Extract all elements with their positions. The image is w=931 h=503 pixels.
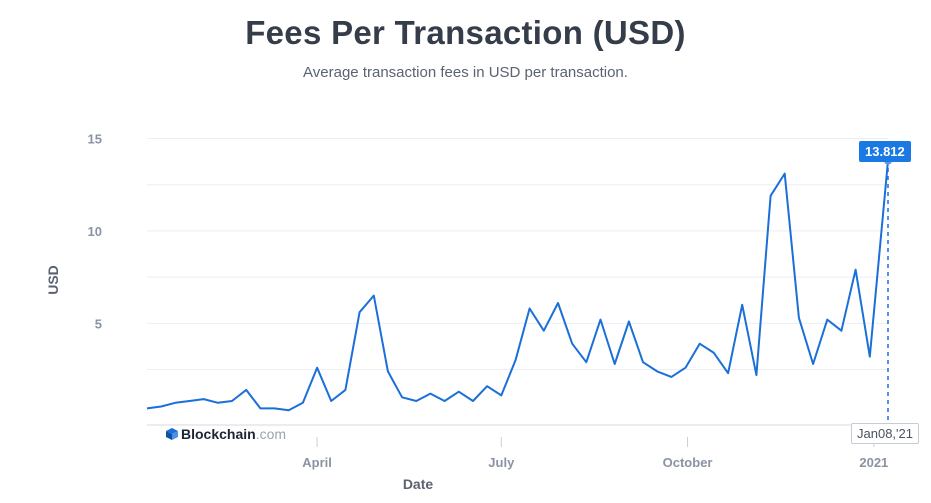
x-tick-label: October	[663, 455, 713, 470]
gridlines	[147, 137, 888, 371]
brand-name: Blockchain	[181, 426, 256, 442]
blockchain-logo: Blockchain.com	[166, 426, 286, 442]
y-tick-label: 15	[88, 131, 102, 146]
x-tick-label: July	[488, 455, 515, 470]
x-tick-label: 2021	[859, 455, 888, 470]
x-tick-label: April	[302, 455, 332, 470]
x-axis-ticks	[316, 437, 875, 447]
y-tick-label: 5	[95, 316, 102, 331]
x-axis-labels: April July October 2021	[302, 455, 888, 470]
x-axis-title: Date	[403, 476, 434, 492]
y-axis-labels: 5 10 15	[88, 131, 102, 331]
y-axis-title: USD	[45, 265, 61, 295]
value-tooltip: 13.812	[859, 141, 911, 162]
chart-subtitle: Average transaction fees in USD per tran…	[303, 64, 628, 81]
brand-suffix: .com	[255, 426, 287, 442]
fees-series-line	[146, 160, 889, 412]
chart-title: Fees Per Transaction (USD)	[245, 14, 686, 51]
y-tick-label: 10	[88, 224, 102, 239]
crosshair-date-label: Jan08,'21	[851, 423, 919, 444]
blockchain-cube-icon	[166, 428, 178, 440]
